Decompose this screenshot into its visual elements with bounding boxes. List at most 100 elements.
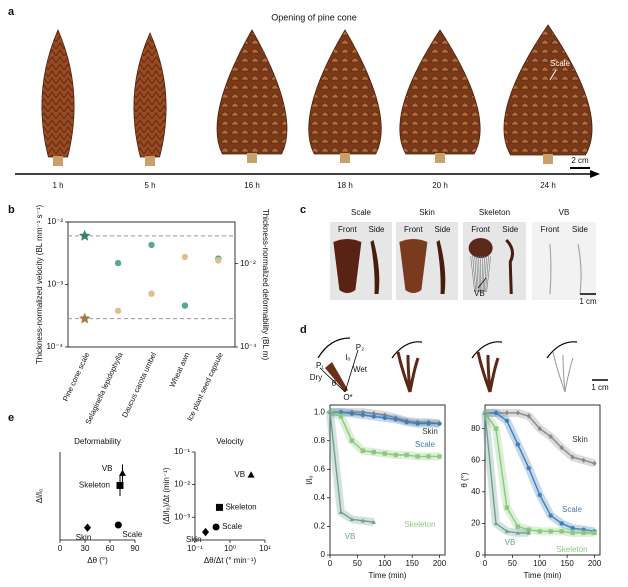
data-point — [548, 433, 553, 440]
motion-arc — [317, 337, 351, 359]
x-tick-label: Daucus carota umbel — [120, 351, 158, 419]
point-label: Skeleton — [79, 481, 110, 490]
point-label: Skin — [186, 535, 202, 544]
x-tick-label: 10⁻¹ — [187, 544, 203, 553]
annotation-arrow — [549, 69, 557, 81]
y-axis-label: Thickness-normalized velocity (BL mm⁻¹ s… — [35, 205, 44, 365]
time-label: 24 h — [540, 181, 556, 190]
y-tick-label: 10⁻² — [174, 480, 190, 489]
data-point — [559, 444, 564, 451]
data-point — [78, 312, 91, 324]
data-point — [215, 503, 223, 511]
x-axis-label: Time (min) — [524, 571, 562, 580]
panel-letter: c — [300, 204, 306, 216]
vascular-bundle — [476, 255, 479, 293]
data-point — [404, 452, 409, 458]
data-point — [393, 452, 398, 458]
time-label: 1 h — [52, 181, 63, 190]
data-point — [148, 290, 155, 297]
data-point — [338, 409, 344, 415]
data-point — [371, 414, 377, 419]
plot-title: Velocity — [216, 437, 244, 446]
data-point — [415, 421, 420, 426]
x-tick-label: 200 — [433, 559, 447, 568]
data-point — [493, 410, 499, 416]
x-tick-label: 100 — [533, 559, 547, 568]
data-point — [338, 414, 344, 419]
series-label: Skin — [572, 435, 588, 444]
scale-bar-label: 2 cm — [571, 156, 589, 165]
series-label: Skeleton — [404, 520, 435, 529]
diagram-label: P₁ — [316, 361, 324, 370]
time-label: 18 h — [337, 181, 353, 190]
x-tick-label: 200 — [588, 559, 602, 568]
vascular-bundle — [470, 255, 475, 293]
point-label: VB — [234, 470, 245, 479]
view-label: Side — [502, 225, 519, 234]
data-point — [181, 302, 189, 309]
panel-letter: d — [300, 324, 307, 336]
data-point — [559, 529, 564, 534]
vascular-bundle — [486, 255, 491, 293]
data-point — [404, 419, 409, 425]
data-point — [360, 412, 366, 418]
data-point — [338, 509, 344, 514]
data-point — [349, 438, 355, 443]
data-point — [526, 413, 532, 419]
data-point — [212, 523, 220, 531]
vascular-bundle — [481, 255, 483, 293]
diagram-label: Wet — [353, 365, 368, 374]
arrow-head — [590, 170, 600, 178]
y-tick-label: 0.2 — [314, 522, 326, 531]
y-tick-label: 10⁻⁴ — [46, 342, 63, 351]
column-title: Skeleton — [479, 208, 510, 217]
x-tick-label: 90 — [131, 544, 140, 553]
data-point — [148, 241, 155, 249]
x-tick-label: 10¹ — [259, 544, 271, 553]
panel-letter: a — [8, 6, 15, 18]
y-tick-label: 60 — [471, 455, 480, 464]
y-axis-label: (Δl/l₀)/Δt (min⁻¹) — [162, 467, 171, 524]
column-title: Skin — [419, 208, 435, 217]
x-axis-label: Time (min) — [369, 571, 407, 580]
data-point — [526, 527, 532, 532]
data-point — [382, 451, 387, 456]
data-point — [504, 418, 510, 423]
data-point — [537, 529, 542, 534]
data-point — [515, 442, 521, 447]
vascular-bundle — [485, 255, 489, 293]
data-point — [114, 521, 122, 529]
y-tick-label: 0.6 — [314, 464, 326, 473]
axis-line — [319, 367, 346, 393]
series-label: Scale — [562, 505, 583, 514]
specimen-side — [505, 238, 514, 295]
photo-box — [532, 222, 596, 300]
vascular-bundle — [482, 255, 485, 293]
vascular-bundle — [472, 255, 477, 293]
pine-cone — [399, 29, 481, 155]
data-point — [581, 457, 586, 463]
data-point — [426, 421, 431, 426]
data-point — [504, 505, 510, 510]
series-label: VB — [505, 538, 516, 547]
pine-cone — [503, 24, 593, 156]
pine-cone — [41, 28, 75, 158]
series-label: Skeleton — [556, 545, 587, 554]
x-tick-label: 10⁰ — [224, 544, 236, 553]
data-point — [437, 421, 442, 426]
data-point — [78, 229, 91, 241]
panel-title: Opening of pine cone — [271, 12, 357, 22]
data-point — [570, 525, 575, 531]
y-tick-label: 1.0 — [314, 407, 326, 416]
data-point — [114, 259, 122, 267]
data-point — [581, 530, 586, 536]
data-point — [349, 411, 355, 416]
data-point — [119, 469, 126, 476]
data-point — [437, 454, 442, 459]
scale-shape — [325, 362, 348, 392]
y-tick-label: 0 — [321, 550, 326, 559]
panel-letter: b — [8, 204, 15, 216]
y-tick-label: 40 — [471, 487, 480, 496]
point-label: VB — [102, 464, 113, 473]
cone-stem — [543, 154, 553, 164]
